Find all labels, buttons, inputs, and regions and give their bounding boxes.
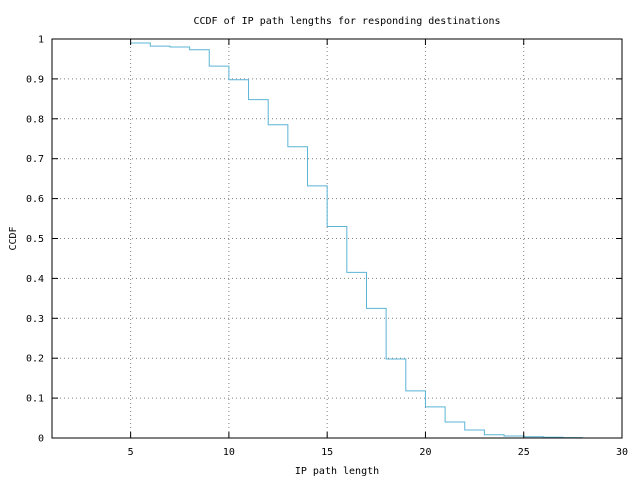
y-tick-label: 0 <box>38 434 44 445</box>
y-tick-label: 0.3 <box>26 314 44 325</box>
y-tick-label: 0.7 <box>26 154 44 165</box>
x-tick-label: 25 <box>518 447 530 458</box>
y-tick-label: 0.8 <box>26 114 44 125</box>
tick-marks <box>52 38 623 439</box>
x-tick-label: 20 <box>419 447 431 458</box>
y-tick-labels: 0 0.1 0.2 0.3 0.4 0.5 0.6 0.7 0.8 0.9 1 <box>26 35 44 445</box>
y-tick-label: 0.6 <box>26 194 44 205</box>
y-tick-label: 0.5 <box>26 234 44 245</box>
x-axis-label: IP path length <box>295 466 379 477</box>
x-tick-label: 5 <box>128 447 134 458</box>
x-tick-label: 15 <box>321 447 333 458</box>
y-tick-label: 0.9 <box>26 74 44 85</box>
x-tick-label: 30 <box>616 447 628 458</box>
x-tick-labels: 5 10 15 20 25 30 <box>128 447 628 458</box>
ccdf-step-line <box>130 42 583 439</box>
y-tick-label: 0.2 <box>26 354 44 365</box>
y-tick-label: 0.1 <box>26 394 44 405</box>
y-axis-label: CCDF <box>8 226 19 250</box>
series-group <box>130 42 583 439</box>
grid-lines <box>52 39 622 438</box>
x-tick-label: 10 <box>223 447 235 458</box>
y-tick-label: 0.4 <box>26 274 44 285</box>
y-tick-label: 1 <box>38 35 44 46</box>
chart-title: CCDF of IP path lengths for responding d… <box>193 16 500 27</box>
